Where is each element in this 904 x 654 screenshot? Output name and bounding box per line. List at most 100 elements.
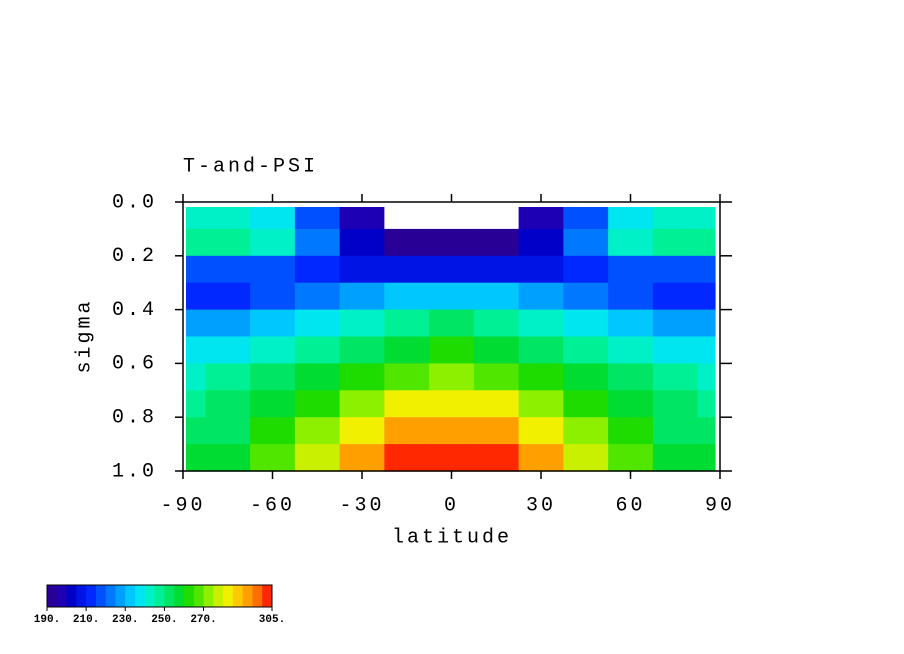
contour-cell (339, 390, 385, 418)
contour-cell (339, 228, 385, 257)
contour-cell (339, 336, 385, 364)
contour-cell (339, 417, 385, 445)
contour-cell (294, 309, 341, 338)
contour-cell (608, 207, 654, 230)
contour-cell (652, 336, 699, 364)
contour-cell (384, 207, 430, 230)
contour-cell (205, 336, 251, 364)
contour-cell (186, 255, 206, 284)
contour-cell (384, 228, 430, 257)
contour-cell (186, 336, 206, 364)
y-tick-label: 0.8 (112, 406, 157, 429)
contour-cell (697, 282, 716, 311)
contour-cell (250, 309, 296, 338)
contour-cell (473, 228, 520, 257)
contour-cell (473, 417, 520, 445)
contour-cell (518, 228, 564, 257)
contour-cell (608, 417, 654, 445)
contour-cell (697, 228, 716, 257)
colorbar-swatch (47, 585, 58, 607)
contour-cell (563, 309, 609, 338)
contour-cell (563, 363, 609, 391)
contour-cell (697, 444, 716, 472)
colorbar-swatch (174, 585, 185, 607)
contour-cell (205, 363, 251, 391)
contour-cell (697, 255, 716, 284)
contour-cell (186, 207, 206, 230)
contour-cell (294, 282, 341, 311)
contour-cell (205, 444, 251, 472)
contour-cell (429, 228, 475, 257)
contour-cell (473, 309, 520, 338)
contour-cell (429, 282, 475, 311)
contour-cell (473, 336, 520, 364)
contour-cell (518, 336, 564, 364)
colorbar-swatch (86, 585, 97, 607)
colorbar-swatch (66, 585, 77, 607)
colorbar-tick-label: 210. (73, 614, 99, 626)
colorbar-tick-label: 250. (151, 614, 177, 626)
contour-cell (384, 363, 430, 391)
contour-cell (473, 363, 520, 391)
y-tick-label: 0.0 (112, 191, 157, 214)
contour-cell (518, 255, 564, 284)
contour-cell (429, 336, 475, 364)
contour-cell (250, 390, 296, 418)
contour-cell (294, 336, 341, 364)
contour-cell (294, 363, 341, 391)
contour-cell (518, 309, 564, 338)
colorbar-swatch (164, 585, 175, 607)
contour-cell (384, 336, 430, 364)
contour-cell (205, 390, 251, 418)
contour-cell (429, 207, 475, 230)
contour-cell (563, 444, 609, 472)
contour-cell (250, 207, 296, 230)
contour-cell (608, 309, 654, 338)
colorbar-swatch (154, 585, 165, 607)
contour-cell (697, 390, 716, 418)
contour-cell (652, 207, 699, 230)
contour-cell (608, 228, 654, 257)
x-tick-label: -90 (160, 494, 205, 517)
colorbar-swatch (95, 585, 107, 607)
contour-cell (697, 336, 716, 364)
colorbar-swatch (193, 585, 205, 607)
contour-cell (473, 444, 520, 472)
contour-cell (339, 363, 385, 391)
contour-cell (384, 282, 430, 311)
contour-cell (697, 309, 716, 338)
contour-cell (186, 444, 206, 472)
contour-cell (339, 309, 385, 338)
contour-cell (652, 417, 699, 445)
colorbar-tick-label: 270. (190, 614, 216, 626)
contour-cell (608, 255, 654, 284)
contour-cell (250, 282, 296, 311)
colorbar-swatch (56, 585, 68, 607)
contour-cell (518, 282, 564, 311)
contour-cell (294, 417, 341, 445)
contour-cell (563, 228, 609, 257)
y-tick-label: 0.4 (112, 299, 157, 322)
contour-cell (608, 363, 654, 391)
contour-cell (384, 417, 430, 445)
colorbar-tick-label: 230. (112, 614, 138, 626)
contour-cell (608, 282, 654, 311)
contour-cell (429, 417, 475, 445)
x-tick-label: 0 (444, 494, 459, 517)
colorbar-tick-label: 190. (34, 614, 60, 626)
contour-cell (652, 390, 699, 418)
contour-cell (697, 417, 716, 445)
contour-cell (429, 309, 475, 338)
colorbar-frame (46, 584, 273, 608)
contour-cell (697, 207, 716, 230)
contour-cell (339, 255, 385, 284)
contour-cell (518, 207, 564, 230)
colorbar-swatch (105, 585, 116, 607)
contour-cell (697, 363, 716, 391)
contour-cell (429, 255, 475, 284)
y-axis-label: sigma (73, 298, 96, 373)
colorbar-swatch (115, 585, 126, 607)
contour-cell (652, 444, 699, 472)
colorbar-swatch (144, 585, 156, 607)
colorbar-swatch (213, 585, 224, 607)
